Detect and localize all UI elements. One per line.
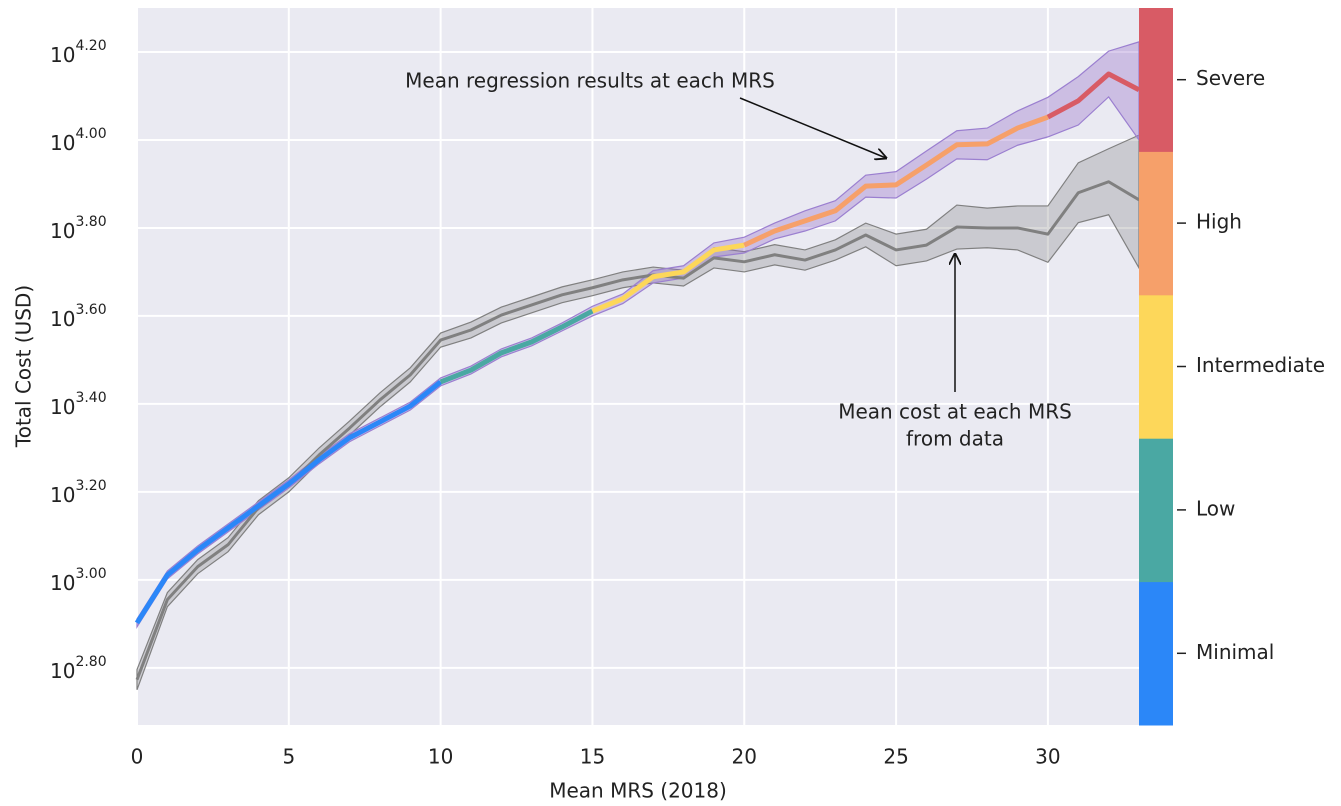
tick-base: 10 — [50, 570, 75, 594]
regression-line — [134, 379, 443, 625]
colorbar-segment — [1139, 438, 1173, 583]
y-tick-label: 103.80 — [50, 214, 107, 243]
colorbar-label: Intermediate — [1196, 353, 1325, 377]
colorbar-label: Severe — [1196, 66, 1265, 90]
x-axis-label: Mean MRS (2018) — [549, 779, 727, 803]
tick-exponent: 3.40 — [75, 390, 106, 406]
tick-exponent: 3.00 — [75, 566, 106, 582]
plot-area — [137, 8, 1139, 725]
tick-base: 10 — [50, 658, 75, 682]
tick-base: 10 — [50, 130, 75, 154]
regression-line — [439, 308, 594, 385]
regression-line — [1046, 71, 1141, 120]
colorbar-segment — [1139, 294, 1173, 439]
x-tick-label: 25 — [883, 745, 908, 769]
tick-base: 10 — [50, 306, 75, 330]
annotation: Mean cost at each MRS — [838, 400, 1072, 424]
regression-line — [591, 242, 745, 314]
colorbar-label: Minimal — [1196, 640, 1274, 664]
colorbar-segment — [1139, 8, 1173, 152]
y-tick-label: 103.40 — [50, 390, 107, 419]
x-tick-label: 5 — [282, 745, 295, 769]
tick-base: 10 — [50, 482, 75, 506]
tick-base: 10 — [50, 42, 75, 66]
annotation-arrow — [739, 97, 886, 158]
x-tick-label: 0 — [131, 745, 144, 769]
tick-exponent: 4.00 — [75, 126, 106, 142]
y-axis-label: Total Cost (USD) — [12, 285, 36, 448]
x-tick-label: 15 — [580, 745, 605, 769]
y-tick-label: 104.00 — [50, 126, 107, 155]
x-tick-label: 10 — [428, 745, 453, 769]
tick-exponent: 3.20 — [75, 478, 106, 494]
regression-line — [743, 114, 1049, 248]
tick-exponent: 3.60 — [75, 302, 106, 318]
colorbar-segment — [1139, 581, 1173, 726]
annotation: Mean regression results at each MRS — [405, 69, 775, 93]
colorbar-segment — [1139, 151, 1173, 296]
y-tick-label: 104.20 — [50, 38, 107, 67]
x-tick-label: 30 — [1035, 745, 1060, 769]
y-tick-label: 103.20 — [50, 478, 107, 507]
tick-exponent: 3.80 — [75, 214, 106, 230]
tick-exponent: 2.80 — [75, 654, 106, 670]
y-tick-label: 103.00 — [50, 566, 107, 595]
tick-base: 10 — [50, 394, 75, 418]
colorbar-label: Low — [1196, 496, 1235, 520]
x-tick-label: 20 — [732, 745, 757, 769]
tick-exponent: 4.20 — [75, 38, 106, 54]
annotation: from data — [906, 427, 1004, 451]
y-tick-label: 102.80 — [50, 654, 107, 683]
y-tick-label: 103.60 — [50, 302, 107, 331]
colorbar-label: High — [1196, 210, 1242, 234]
tick-base: 10 — [50, 218, 75, 242]
